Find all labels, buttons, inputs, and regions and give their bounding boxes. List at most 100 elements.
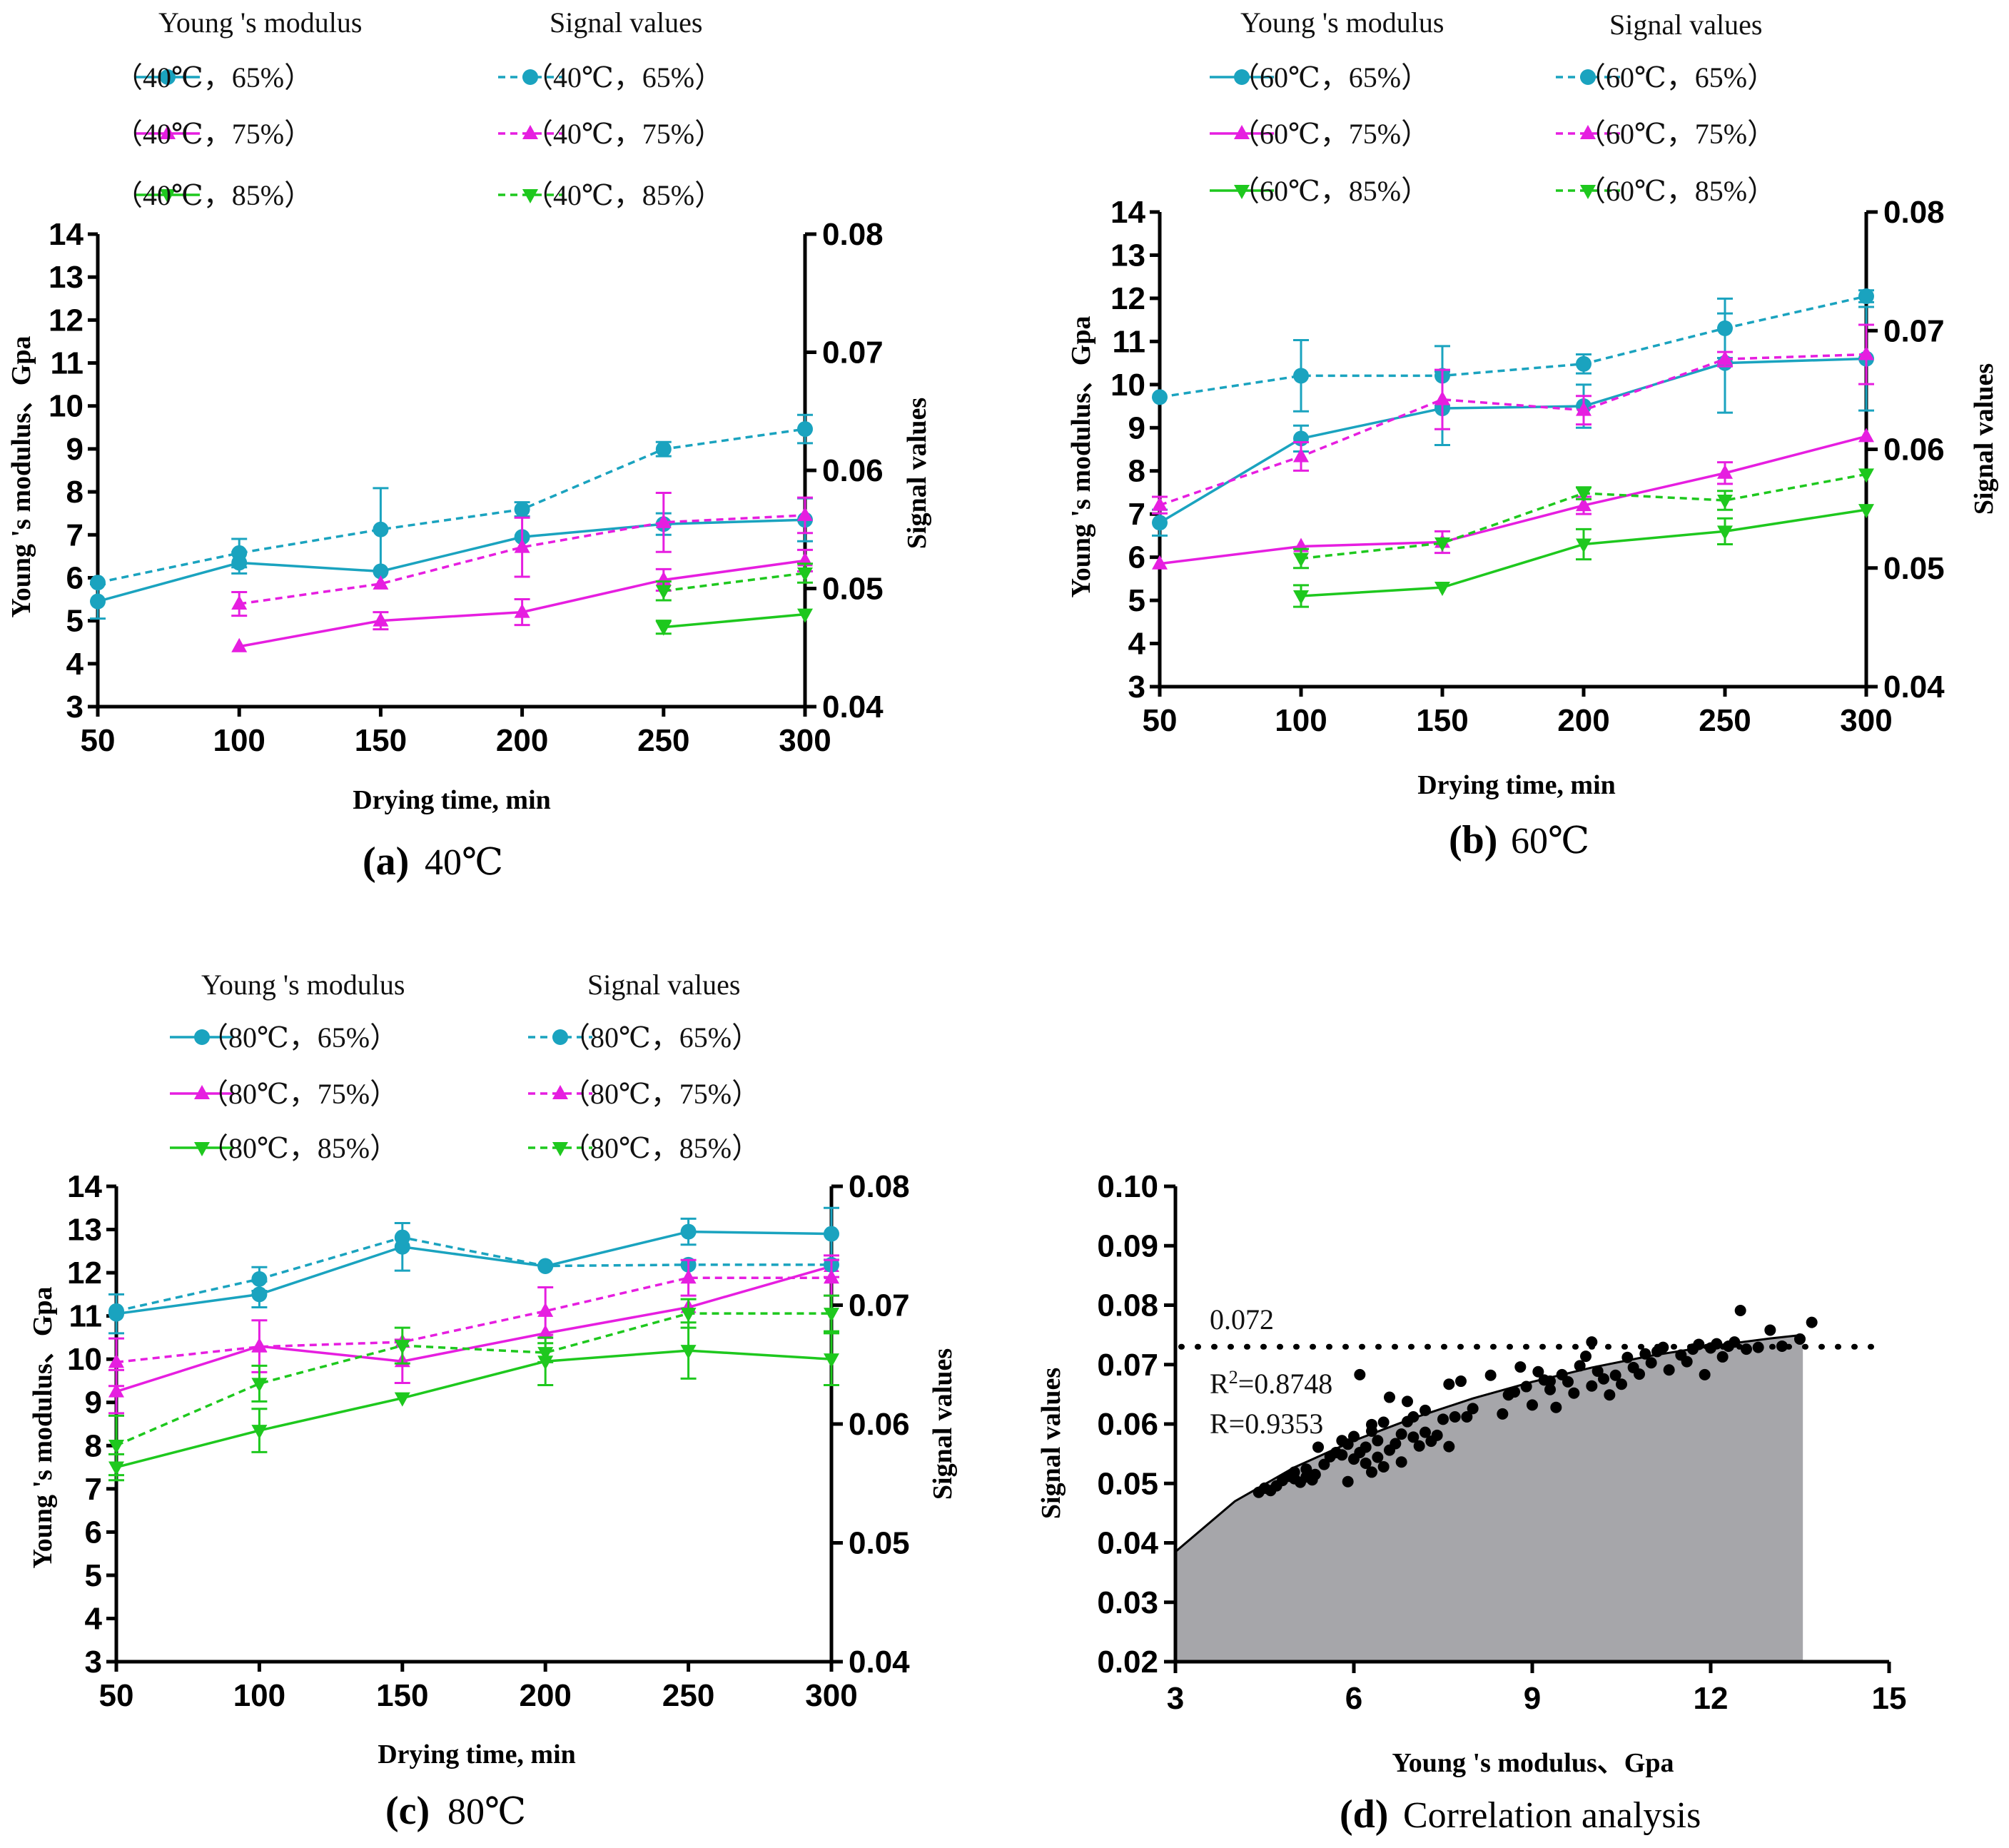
scatter-point xyxy=(1360,1457,1372,1469)
legend-label: （40℃，75%） xyxy=(114,118,313,150)
series-line xyxy=(116,1312,831,1447)
y2-axis-title: Signal values xyxy=(1969,363,1999,515)
legend-label: （80℃，65%） xyxy=(562,1021,760,1054)
legend-swatch-marker xyxy=(160,125,176,139)
data-point xyxy=(680,1269,697,1284)
panel-caption: (c) 80℃ xyxy=(385,1789,526,1833)
x-tick-label: 150 xyxy=(376,1678,428,1713)
data-point xyxy=(1858,345,1874,360)
data-point xyxy=(797,421,813,438)
y-tick-label: 11 xyxy=(69,1299,102,1334)
panel-c-80c: Young 's modulus Signal values （80℃，65%）… xyxy=(28,969,958,1833)
legend-label: （80℃，85%） xyxy=(562,1132,760,1164)
series-line xyxy=(116,1349,832,1469)
scatter-point xyxy=(1634,1368,1645,1380)
scatter-point xyxy=(1455,1375,1467,1388)
data-point xyxy=(655,441,672,458)
scatter-point xyxy=(1604,1389,1616,1401)
x-tick-label: 150 xyxy=(1416,703,1468,738)
legend: Young 's modulus Signal values （80℃，65%）… xyxy=(170,969,760,1164)
y-tick-label: 4 xyxy=(85,1601,103,1636)
y2-tick-label: 0.04 xyxy=(822,690,884,724)
legend-rows: （60℃，65%） （60℃，75%） （60℃，85%） （60℃，65%） （60℃… xyxy=(1210,61,1776,207)
y-tick-label: 6 xyxy=(85,1515,102,1550)
data-point xyxy=(231,637,248,652)
y-tick-label: 13 xyxy=(49,260,84,295)
data-point xyxy=(1858,504,1874,519)
y-tick-label: 9 xyxy=(66,432,84,467)
y-tick-label: 6 xyxy=(66,560,84,595)
legend-swatch-marker xyxy=(1234,69,1250,85)
data-point xyxy=(90,575,106,591)
legend-label: （80℃，75%） xyxy=(200,1078,398,1110)
scatter-point xyxy=(1681,1355,1693,1368)
scatter-point xyxy=(1461,1411,1473,1423)
data-point xyxy=(514,603,530,618)
x-tick-label: 200 xyxy=(1557,703,1609,738)
data-point xyxy=(655,513,672,528)
y2-axis-title: Signal values xyxy=(902,398,932,549)
data-point xyxy=(680,1345,697,1360)
series-line xyxy=(1159,295,1867,399)
panel-b-60c: Young 's modulus Signal values （60℃，65%）… xyxy=(1066,6,1999,862)
data-point xyxy=(680,1223,697,1240)
scatter-point xyxy=(1497,1408,1509,1420)
scatter-point xyxy=(1377,1460,1390,1473)
data-point xyxy=(1717,525,1733,540)
data-point xyxy=(1293,552,1309,567)
data-point xyxy=(824,1308,839,1323)
x-tick-label: 15 xyxy=(1872,1681,1907,1716)
plot-area xyxy=(1152,288,1874,608)
axes: 3 6 9 12 15 0.02 0.03 0.04 0.05 0.06 0.07 0.08 0.09 0… xyxy=(1097,1169,1906,1716)
scatter-point xyxy=(1544,1383,1556,1395)
scatter-point xyxy=(1372,1435,1384,1447)
legend-header-signal: Signal values xyxy=(1609,9,1762,41)
panel-caption: (a) 40℃ xyxy=(363,839,503,884)
scatter-point xyxy=(1431,1429,1443,1441)
y-tick-label: 3 xyxy=(1128,670,1145,705)
data-point xyxy=(251,1271,268,1287)
data-point xyxy=(90,593,106,610)
legend-swatch-marker xyxy=(160,189,176,203)
y2-axis-title: Signal values xyxy=(928,1348,958,1500)
legend-swatch-marker xyxy=(552,1142,568,1156)
series-left-series_85 xyxy=(1293,504,1874,608)
data-point xyxy=(394,1229,410,1246)
series-left-series_65 xyxy=(1152,306,1874,537)
y-tick-label: 6 xyxy=(1128,540,1145,575)
plot-area xyxy=(90,413,813,652)
data-point xyxy=(373,575,389,590)
x-tick-label: 300 xyxy=(779,723,831,758)
scatter-point xyxy=(1550,1401,1562,1413)
y-tick-label: 7 xyxy=(1128,497,1145,532)
y-tick-label: 0.10 xyxy=(1097,1169,1158,1204)
scatter-point xyxy=(1443,1440,1455,1453)
data-point xyxy=(1576,497,1591,512)
legend-swatch-marker xyxy=(194,1029,210,1045)
series-right-series_85 xyxy=(1293,468,1874,570)
legend-swatch-marker xyxy=(194,1142,210,1156)
panel-caption: (b) 60℃ xyxy=(1449,818,1589,862)
scatter-point xyxy=(1580,1350,1591,1363)
data-point xyxy=(655,621,672,636)
y-tick-label: 0.07 xyxy=(1097,1348,1158,1383)
x-tick-label: 150 xyxy=(355,723,407,758)
series-line xyxy=(1159,435,1867,565)
panel-d-correlation: 3 6 9 12 15 0.02 0.03 0.04 0.05 0.06 0.07 0.08 0.09 0… xyxy=(1036,1169,1906,1837)
legend-swatch-marker xyxy=(522,69,538,85)
legend-label: （60℃，85%） xyxy=(1577,175,1776,207)
data-point xyxy=(373,521,389,537)
data-point xyxy=(108,1303,124,1319)
scatter-point xyxy=(1384,1391,1395,1403)
series-line xyxy=(1159,357,1867,524)
scatter-point xyxy=(1621,1351,1634,1363)
y-tick-label: 3 xyxy=(85,1645,102,1680)
data-point xyxy=(251,1378,268,1393)
y-tick-label: 0.05 xyxy=(1097,1466,1158,1501)
data-point xyxy=(797,608,813,623)
legend-rows: （80℃，65%） （80℃，75%） （80℃，85%） （80℃，65%） （80℃… xyxy=(170,1021,760,1164)
y-tick-label: 7 xyxy=(66,517,84,552)
series-line xyxy=(663,612,806,629)
data-point xyxy=(797,506,813,521)
series-line xyxy=(116,1276,831,1364)
